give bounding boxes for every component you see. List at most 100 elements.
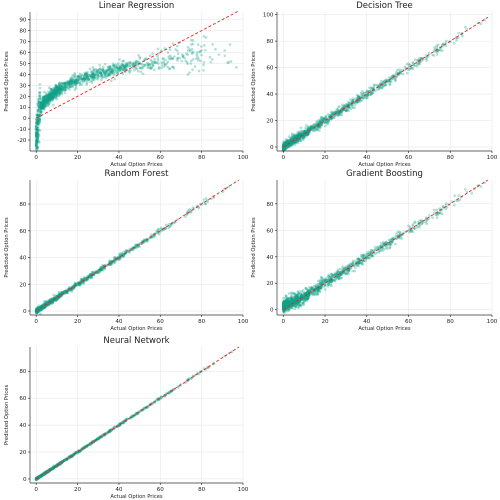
scatter-point bbox=[96, 73, 99, 77]
scatter-point bbox=[394, 79, 397, 83]
x-tick-label: 100 bbox=[238, 319, 249, 325]
scatter-point bbox=[90, 70, 94, 74]
scatter-point bbox=[128, 61, 132, 64]
scatter-point bbox=[57, 83, 61, 87]
scatter-point bbox=[120, 63, 124, 67]
scatter-point bbox=[347, 269, 351, 272]
scatter-point bbox=[71, 78, 75, 82]
scatter-points bbox=[281, 18, 486, 153]
scatter-point bbox=[86, 70, 89, 74]
scatter-point bbox=[84, 72, 87, 76]
scatter-point bbox=[91, 71, 95, 75]
scatter-point bbox=[34, 134, 38, 137]
scatter-point bbox=[168, 67, 171, 70]
scatter-point bbox=[70, 79, 74, 83]
scatter-point bbox=[36, 119, 40, 122]
scatter-point bbox=[288, 306, 292, 309]
scatter-point bbox=[124, 67, 127, 71]
scatter-point bbox=[123, 66, 127, 70]
scatter-point bbox=[71, 78, 75, 82]
scatter-point bbox=[87, 73, 90, 77]
scatter-point bbox=[78, 82, 82, 85]
scatter-point bbox=[109, 79, 113, 83]
scatter-point bbox=[57, 92, 61, 96]
scatter-point bbox=[39, 104, 43, 108]
scatter-point bbox=[62, 82, 65, 85]
chart-title: Linear Regression bbox=[99, 1, 175, 11]
scatter-point bbox=[51, 96, 55, 99]
scatter-point bbox=[46, 95, 50, 99]
scatter-point bbox=[102, 71, 106, 75]
scatter-point bbox=[58, 90, 62, 94]
scatter-point bbox=[49, 92, 52, 95]
scatter-point bbox=[36, 139, 39, 142]
scatter-point bbox=[42, 96, 46, 100]
scatter-point bbox=[38, 102, 42, 106]
scatter-point bbox=[59, 87, 63, 91]
scatter-point bbox=[82, 75, 86, 79]
scatter-point bbox=[85, 83, 88, 86]
scatter-point bbox=[188, 208, 191, 211]
y-tick-label: 20 bbox=[266, 119, 274, 125]
y-tick-label: 40 bbox=[19, 72, 27, 78]
scatter-point bbox=[188, 48, 192, 51]
scatter-point bbox=[452, 41, 456, 45]
scatter-point bbox=[64, 82, 68, 86]
y-axis-label: Predicted Option Prices bbox=[251, 51, 257, 112]
y-tick-label: 10 bbox=[19, 105, 27, 111]
scatter-point bbox=[297, 292, 301, 295]
scatter-point bbox=[435, 46, 439, 49]
scatter-point bbox=[74, 83, 78, 86]
scatter-point bbox=[196, 59, 200, 62]
scatter-point bbox=[90, 270, 94, 274]
scatter-point bbox=[36, 134, 39, 138]
scatter-point bbox=[56, 86, 60, 90]
scatter-point bbox=[55, 85, 58, 89]
scatter-point bbox=[103, 70, 106, 74]
scatter-point bbox=[34, 136, 38, 140]
scatter-point bbox=[85, 75, 89, 78]
scatter-point bbox=[214, 47, 217, 51]
scatter-point bbox=[202, 44, 206, 47]
scatter-point bbox=[108, 66, 112, 69]
scatter-point bbox=[148, 63, 151, 66]
scatter-point bbox=[180, 59, 184, 63]
scatter-point bbox=[36, 133, 40, 137]
scatter-point bbox=[113, 69, 116, 73]
scatter-point bbox=[425, 55, 429, 59]
scatter-point bbox=[115, 65, 119, 69]
scatter-point bbox=[50, 92, 54, 96]
scatter-point bbox=[43, 96, 46, 99]
scatter-point bbox=[85, 73, 89, 76]
scatter-point bbox=[44, 104, 47, 108]
scatter-point bbox=[308, 286, 311, 289]
scatter-point bbox=[432, 46, 436, 50]
scatter-point bbox=[440, 212, 444, 216]
scatter-point bbox=[87, 77, 91, 81]
scatter-point bbox=[35, 139, 39, 143]
scatter-point bbox=[354, 266, 357, 270]
scatter-point bbox=[104, 73, 108, 76]
x-tick-label: 40 bbox=[363, 155, 371, 161]
scatter-point bbox=[92, 68, 95, 72]
x-tick-label: 100 bbox=[238, 155, 249, 161]
scatter-point bbox=[40, 105, 44, 108]
scatter-point bbox=[357, 264, 361, 268]
scatter-point bbox=[191, 68, 194, 72]
scatter-point bbox=[72, 80, 76, 83]
scatter-point bbox=[110, 68, 114, 72]
scatter-point bbox=[75, 81, 78, 85]
scatter-point bbox=[362, 91, 365, 95]
scatter-point bbox=[323, 288, 327, 291]
y-tick-label: 40 bbox=[266, 255, 274, 261]
scatter-points bbox=[34, 350, 234, 481]
scatter-point bbox=[50, 91, 54, 95]
scatter-point bbox=[67, 83, 71, 86]
scatter-point bbox=[35, 131, 38, 135]
scatter-point bbox=[47, 98, 51, 102]
scatter-point bbox=[96, 76, 100, 79]
y-tick-label: 40 bbox=[266, 92, 274, 98]
scatter-point bbox=[111, 69, 115, 73]
